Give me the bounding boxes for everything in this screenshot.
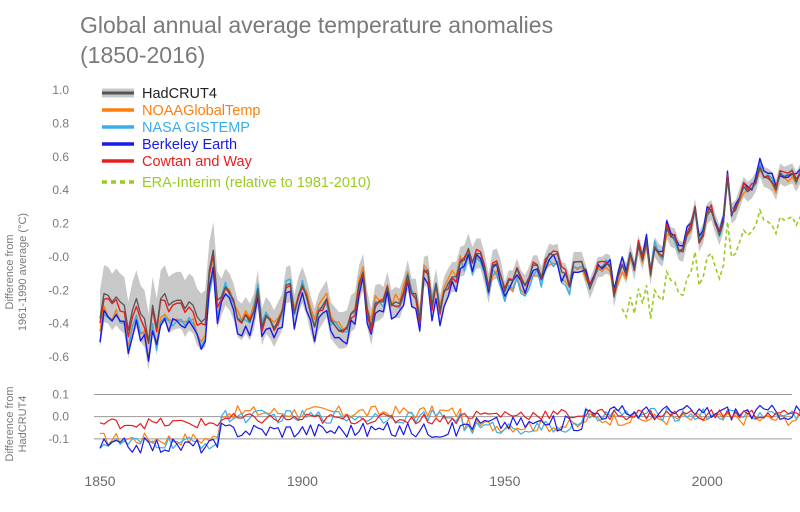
legend-label-berkeley-earth: Berkeley Earth [142, 137, 237, 153]
top-ylabel-line1: Difference from [4, 235, 16, 310]
line-era-interim [621, 207, 800, 320]
legend-label-era-interim-relative-to-1981-2010-: ERA-Interim (relative to 1981-2010) [142, 175, 371, 191]
xtick-label: 1950 [489, 473, 520, 489]
legend-label-nasa-gistemp: NASA GISTEMP [142, 120, 250, 136]
diff-line-berkeley-earth [99, 404, 800, 454]
diff-line-cowtan-and-way [99, 408, 800, 430]
top-ytick-label: 0.4 [52, 183, 69, 197]
xtick-label: 2000 [692, 473, 723, 489]
chart-title: Global annual average temperature anomal… [80, 10, 640, 70]
top-ytick-label: -0.6 [48, 350, 69, 364]
xtick-label: 1850 [84, 473, 115, 489]
top-ytick-label: -0.2 [48, 283, 69, 297]
title-line1: Global annual average temperature anomal… [80, 12, 554, 38]
xtick-label: 1900 [287, 473, 318, 489]
top-ytick-label: -0.0 [48, 250, 69, 264]
top-y-axis: 1.0 0.8 0.6 0.4 0.2 -0.0 -0.2 -0.4 -0.6 [48, 83, 69, 364]
bottom-y-axis: 0.1 0.0 -0.1 [48, 387, 69, 445]
series-lines [99, 157, 800, 454]
title-line2: (1850-2016) [80, 42, 206, 68]
bottom-ylabel-line2: HadCRUT4 [17, 396, 29, 453]
legend-label-hadcrut4: HadCRUT4 [142, 86, 217, 102]
top-ytick-label: -0.4 [48, 317, 69, 331]
legend-label-cowtan-and-way: Cowtan and Way [142, 154, 253, 170]
x-axis: 1850 1900 1950 2000 [84, 473, 723, 489]
top-ytick-label: 0.6 [52, 150, 69, 164]
top-ylabel-line2: 1961-1990 average (°C) [17, 213, 29, 331]
bottom-ytick-label: 0.0 [52, 410, 69, 424]
bottom-ytick-label: -0.1 [48, 432, 69, 446]
top-ytick-label: 0.8 [52, 116, 69, 130]
legend-label-noaaglobaltemp: NOAAGlobalTemp [142, 103, 260, 119]
hadcrut4-uncertainty-band [100, 156, 800, 371]
top-ytick-label: 1.0 [52, 83, 69, 97]
uncertainty-band-layer [100, 156, 800, 371]
bottom-ylabel-line1: Difference from [4, 387, 16, 462]
diff-line-nasa-gistemp [99, 407, 800, 450]
bottom-ytick-label: 0.1 [52, 387, 69, 401]
top-ytick-label: 0.2 [52, 217, 69, 231]
line-hadcrut4 [99, 166, 800, 343]
